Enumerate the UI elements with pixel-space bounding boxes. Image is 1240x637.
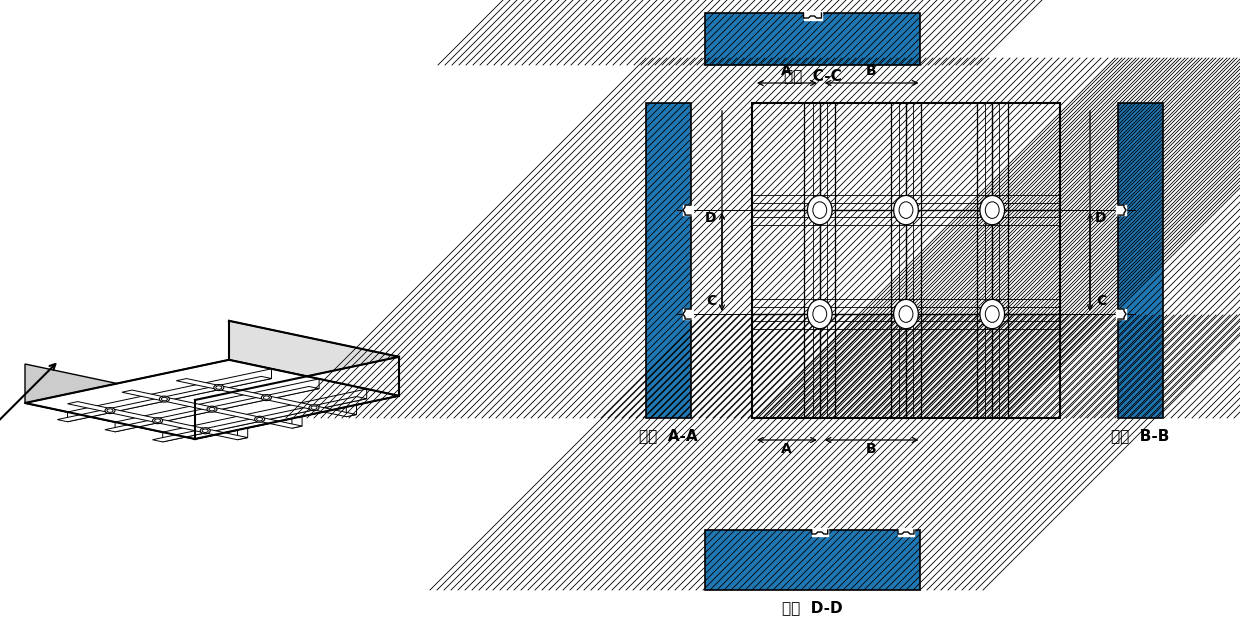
Polygon shape xyxy=(105,387,319,432)
Bar xyxy=(706,530,920,590)
Ellipse shape xyxy=(200,428,211,434)
Ellipse shape xyxy=(213,385,223,390)
Polygon shape xyxy=(238,428,248,440)
Polygon shape xyxy=(176,378,357,417)
Ellipse shape xyxy=(986,306,999,322)
Bar xyxy=(1118,103,1163,418)
Ellipse shape xyxy=(309,404,319,411)
Ellipse shape xyxy=(202,429,208,433)
Polygon shape xyxy=(25,360,399,439)
Polygon shape xyxy=(153,397,367,442)
Bar xyxy=(706,530,920,590)
Text: C: C xyxy=(1096,294,1106,308)
Ellipse shape xyxy=(257,417,263,421)
Ellipse shape xyxy=(807,299,832,329)
Bar xyxy=(812,528,828,536)
Bar xyxy=(646,103,691,418)
Ellipse shape xyxy=(153,418,162,424)
Text: A: A xyxy=(780,442,791,456)
Ellipse shape xyxy=(161,397,167,401)
Text: 剖面  C-C: 剖面 C-C xyxy=(784,68,842,83)
Text: D: D xyxy=(1095,211,1107,225)
Polygon shape xyxy=(67,369,272,422)
Polygon shape xyxy=(162,389,367,442)
Text: B: B xyxy=(866,442,875,456)
Ellipse shape xyxy=(311,406,317,410)
Text: D: D xyxy=(706,211,717,225)
Ellipse shape xyxy=(262,395,272,401)
Bar xyxy=(683,205,693,215)
Polygon shape xyxy=(25,364,195,439)
Polygon shape xyxy=(195,357,399,439)
Text: 剖面  B-B: 剖面 B-B xyxy=(1111,428,1169,443)
Ellipse shape xyxy=(980,196,1004,225)
Ellipse shape xyxy=(813,306,827,322)
Ellipse shape xyxy=(980,299,1004,329)
Ellipse shape xyxy=(899,306,913,322)
Bar xyxy=(683,309,693,319)
Bar xyxy=(646,103,691,418)
Ellipse shape xyxy=(216,386,222,389)
Ellipse shape xyxy=(813,202,827,218)
Polygon shape xyxy=(57,376,272,422)
Polygon shape xyxy=(115,379,319,432)
Bar xyxy=(1116,205,1126,215)
Ellipse shape xyxy=(107,409,113,412)
Polygon shape xyxy=(346,404,357,417)
Bar xyxy=(804,11,821,20)
Ellipse shape xyxy=(254,416,264,422)
Ellipse shape xyxy=(263,396,269,399)
Text: B: B xyxy=(866,64,875,78)
Ellipse shape xyxy=(807,196,832,225)
Ellipse shape xyxy=(986,202,999,218)
Text: A: A xyxy=(780,64,791,78)
Bar xyxy=(1116,309,1126,319)
Text: 剖面  A-A: 剖面 A-A xyxy=(639,428,698,443)
Ellipse shape xyxy=(160,396,170,402)
Bar xyxy=(1118,103,1163,418)
Ellipse shape xyxy=(210,408,215,411)
Bar xyxy=(706,13,920,65)
Ellipse shape xyxy=(155,419,161,422)
Polygon shape xyxy=(67,401,248,440)
Bar xyxy=(706,13,920,65)
Text: 剖面  D-D: 剖面 D-D xyxy=(782,600,843,615)
Ellipse shape xyxy=(207,406,217,412)
Ellipse shape xyxy=(899,202,913,218)
Polygon shape xyxy=(122,390,303,428)
Ellipse shape xyxy=(894,196,919,225)
Polygon shape xyxy=(291,417,303,428)
Ellipse shape xyxy=(894,299,919,329)
Ellipse shape xyxy=(105,408,115,413)
Polygon shape xyxy=(229,321,399,396)
Bar xyxy=(898,528,914,536)
Text: C: C xyxy=(706,294,717,308)
Bar xyxy=(751,103,1060,418)
